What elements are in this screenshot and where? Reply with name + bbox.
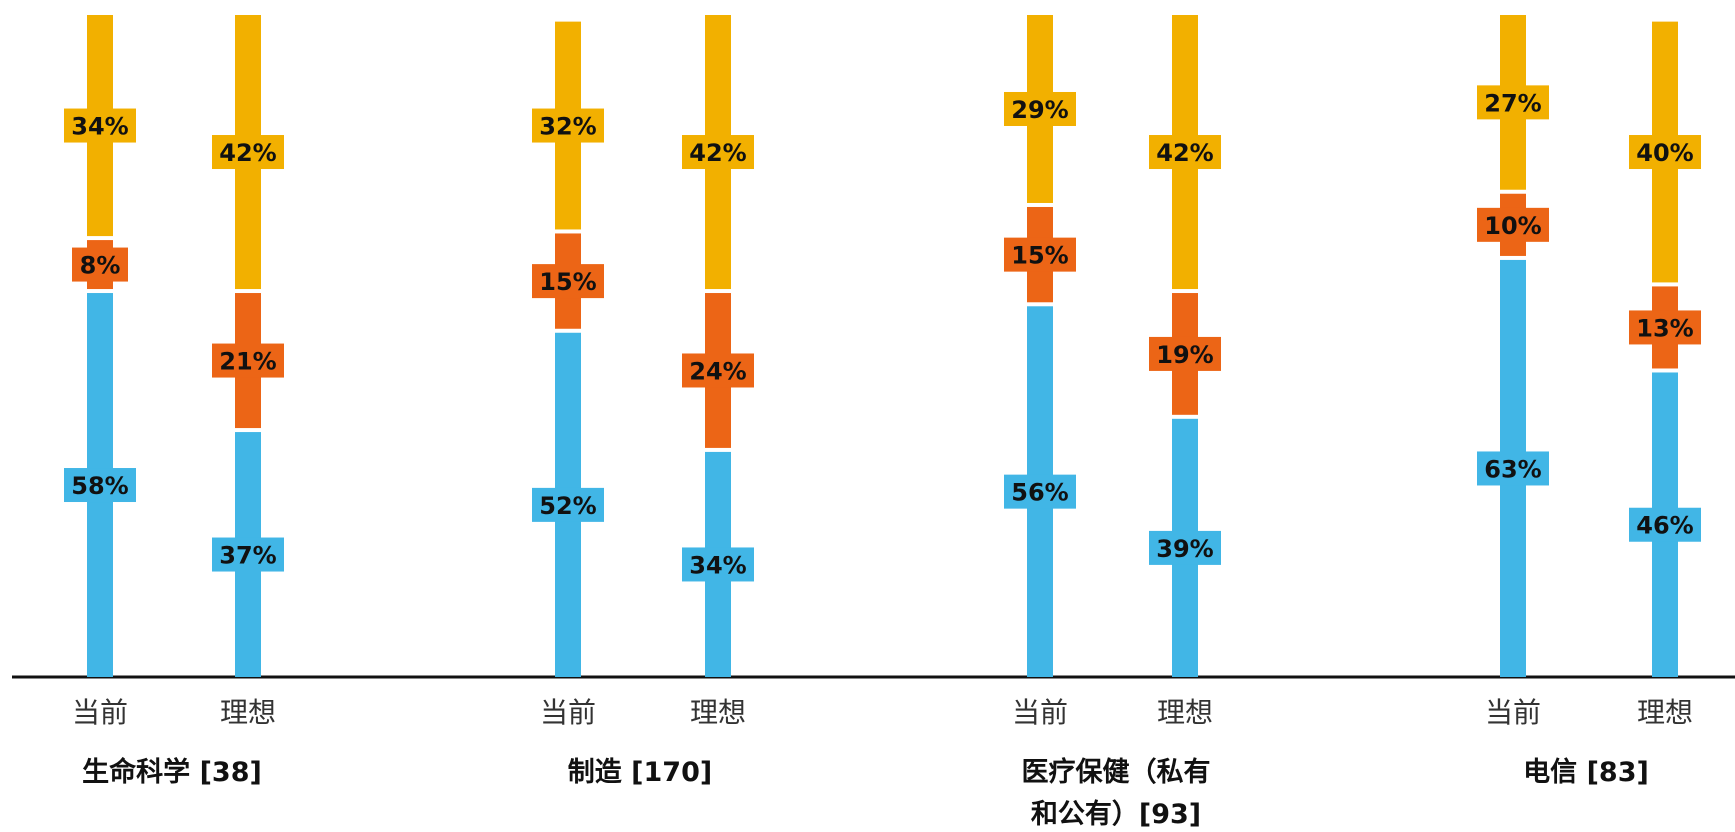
data-label-box (682, 547, 754, 582)
group-title: 和公有）[93] (1031, 799, 1201, 830)
data-label: 29% (1011, 96, 1068, 124)
data-label: 37% (219, 542, 276, 570)
data-label: 19% (1156, 341, 1213, 369)
data-label-box (212, 135, 284, 170)
group-title: 生命科学 [38] (82, 756, 262, 788)
bar-category-label: 当前 (1485, 696, 1541, 729)
data-label: 8% (80, 252, 121, 280)
data-label-box (532, 264, 604, 299)
data-label-box (1149, 530, 1221, 565)
group-title: 医疗保健（私有 (1022, 756, 1211, 788)
data-label-box (1629, 135, 1701, 170)
data-label-box (682, 135, 754, 170)
data-label: 42% (1156, 139, 1213, 167)
data-label: 52% (539, 492, 596, 520)
data-label: 58% (71, 472, 128, 500)
data-label-box (1477, 207, 1549, 242)
data-label: 56% (1011, 479, 1068, 507)
data-label-box (1004, 474, 1076, 509)
bar-category-label: 当前 (1012, 696, 1068, 729)
data-label-box (682, 353, 754, 388)
bar-category-label: 理想 (1157, 696, 1213, 729)
data-label-box (1477, 451, 1549, 486)
bar-category-label: 当前 (540, 696, 596, 729)
data-label: 40% (1636, 139, 1693, 167)
data-label-box (532, 108, 604, 143)
data-label: 63% (1484, 455, 1541, 483)
data-label: 42% (689, 139, 746, 167)
data-label: 34% (689, 551, 746, 579)
data-label-box (64, 468, 136, 503)
data-label-box (1004, 91, 1076, 126)
data-label: 15% (539, 268, 596, 296)
data-label: 42% (219, 139, 276, 167)
data-label: 24% (689, 357, 746, 385)
data-label: 34% (71, 113, 128, 141)
data-label: 27% (1484, 89, 1541, 117)
data-label-box (1629, 507, 1701, 542)
group-title: 电信 [83] (1523, 757, 1649, 788)
data-label: 46% (1636, 512, 1693, 540)
data-label: 10% (1484, 212, 1541, 240)
data-label: 13% (1636, 314, 1693, 342)
group-title: 制造 [170] (568, 757, 712, 788)
data-label-box (1629, 310, 1701, 345)
data-label: 39% (1156, 535, 1213, 563)
bar-category-label: 理想 (220, 696, 276, 729)
data-label-box (212, 537, 284, 572)
data-label-box (1149, 135, 1221, 170)
data-label-box (72, 247, 128, 282)
bar-category-label: 当前 (72, 696, 128, 729)
bar-category-label: 理想 (690, 696, 746, 729)
data-label: 32% (539, 113, 596, 141)
data-label: 21% (219, 348, 276, 376)
data-label-box (1004, 237, 1076, 272)
data-label-box (532, 487, 604, 522)
data-label-box (212, 343, 284, 378)
data-label: 15% (1011, 242, 1068, 270)
data-label-box (1149, 336, 1221, 371)
data-label-box (64, 108, 136, 143)
bar-category-label: 理想 (1637, 696, 1693, 729)
data-label-box (1477, 85, 1549, 120)
